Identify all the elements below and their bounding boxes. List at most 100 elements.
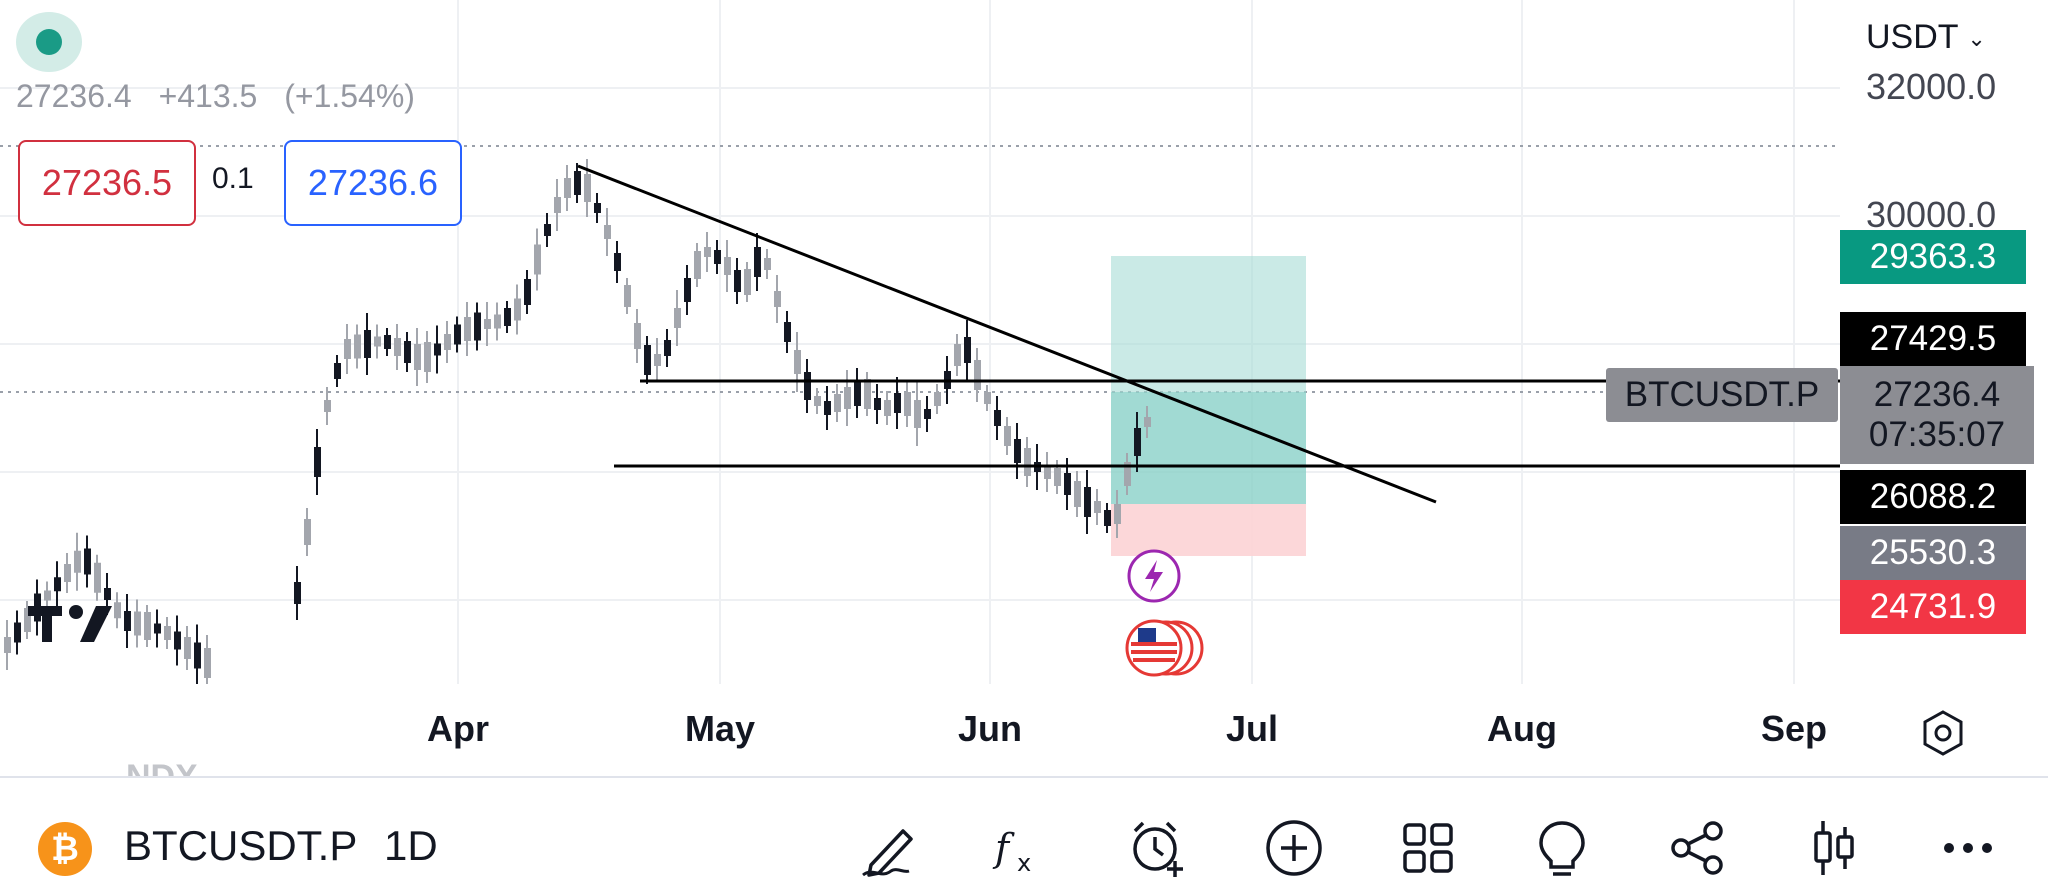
symbol-line-tag[interactable]: BTCUSDT.P (1606, 368, 1838, 422)
quote-line: 27236.4 +413.5 (+1.54%) (16, 78, 433, 115)
us-flag-icon[interactable] (1124, 618, 1206, 678)
candle-body (784, 322, 791, 342)
candle-body (464, 317, 471, 341)
candle-body (484, 319, 491, 329)
candles (4, 159, 1151, 684)
toolbar-divider (0, 776, 2048, 778)
candle-body (374, 336, 381, 347)
currency-selector[interactable]: USDT ⌄ (1866, 18, 1986, 57)
candle-body (444, 334, 451, 350)
candle-body (724, 257, 731, 275)
candle-body (124, 611, 131, 631)
candle-body (334, 363, 341, 379)
candle-body (494, 314, 501, 329)
current-price-value: 27236.4 (1873, 375, 2001, 414)
candle-body (604, 225, 611, 239)
stop-zone[interactable] (1111, 504, 1306, 556)
level-price-label-upper: 27429.5 (1840, 312, 2026, 366)
candle-body (814, 396, 821, 406)
layouts-icon[interactable] (1390, 810, 1466, 886)
candle-body (204, 648, 211, 678)
candle-body (544, 224, 551, 236)
candle-body (954, 344, 961, 366)
candle-body (764, 258, 771, 270)
candle-body (624, 285, 631, 307)
spread: 0.1 (212, 162, 254, 195)
bitcoin-icon[interactable]: ₿ (38, 822, 92, 876)
sell-button[interactable]: 27236.5 (18, 140, 196, 226)
x-axis-label-sep: Sep (1760, 708, 1828, 749)
timeframe[interactable]: 1D (384, 822, 438, 869)
candle-body (24, 608, 31, 632)
candle-body (694, 251, 701, 279)
candle-body (714, 250, 721, 264)
candle-body (404, 341, 411, 363)
more-icon[interactable] (1930, 810, 2006, 886)
candle-body (314, 447, 321, 477)
entry-price-label: 25530.3 (1840, 526, 2026, 580)
share-icon[interactable] (1660, 810, 1736, 886)
x-axis-label-may: May (684, 708, 756, 749)
candle-body (674, 308, 681, 328)
candle-body (454, 324, 461, 345)
candle-body (424, 342, 431, 372)
candle-body (394, 338, 401, 356)
candle-body (84, 548, 91, 575)
candle-body (844, 387, 851, 409)
tradingview-logo (28, 605, 112, 642)
ideas-icon[interactable] (1524, 810, 1600, 886)
candle-body (1004, 426, 1011, 446)
candle-body (584, 174, 591, 202)
candle-body (554, 197, 561, 213)
candle-body (324, 400, 331, 412)
level-price-label-lower: 26088.2 (1840, 470, 2026, 524)
candle-body (474, 312, 481, 341)
entry-zone[interactable] (1111, 392, 1306, 504)
candle-body (1144, 417, 1151, 427)
last-price: 27236.4 (16, 78, 132, 114)
add-alert-icon[interactable] (1120, 810, 1196, 886)
candle-body (874, 398, 881, 410)
currency-label: USDT (1866, 18, 1958, 56)
trendline[interactable] (577, 164, 1437, 504)
candle-body (774, 291, 781, 307)
candle-body (504, 308, 511, 326)
candle-body (1054, 468, 1061, 486)
plus-circle-icon[interactable] (1256, 810, 1332, 886)
candle-body (704, 247, 711, 257)
candle-body (1084, 487, 1091, 517)
lightning-icon[interactable] (1126, 548, 1182, 604)
candle-body (634, 323, 641, 349)
candle-body (74, 550, 81, 573)
x-axis-label-apr: Apr (427, 708, 489, 749)
candle-body (134, 611, 141, 636)
current-price-label: 27236.4 07:35:07 (1840, 366, 2034, 464)
candle-body (824, 401, 831, 415)
candle-body (934, 392, 941, 406)
chart-type-icon[interactable] (1796, 810, 1872, 886)
axis-settings-icon[interactable] (1916, 706, 1970, 760)
chevron-down-icon: ⌄ (1967, 26, 1986, 52)
draw-icon[interactable] (852, 810, 928, 886)
candle-body (894, 393, 901, 413)
candle-body (644, 345, 651, 375)
candle-body (354, 334, 361, 359)
candle-body (564, 178, 571, 198)
candle-body (1014, 439, 1021, 463)
candle-body (684, 278, 691, 302)
chart-area[interactable]: 27236.4 +413.5 (+1.54%) 27236.5 0.1 2723… (0, 0, 1840, 684)
candle-body (974, 360, 981, 390)
x-axis-label-aug: Aug (1487, 708, 1557, 749)
x-axis-label-jul: Jul (1225, 708, 1279, 749)
buy-button[interactable]: 27236.6 (284, 140, 462, 226)
candle-body (104, 588, 111, 600)
candle-body (1044, 465, 1051, 479)
candle-body (364, 330, 371, 358)
symbol-name[interactable]: BTCUSDT.P (124, 822, 358, 869)
bar-countdown: 07:35:07 (1868, 415, 2006, 454)
candle-body (14, 622, 21, 643)
candle-body (524, 279, 531, 305)
candle-body (154, 623, 161, 634)
candle-body (834, 394, 841, 412)
